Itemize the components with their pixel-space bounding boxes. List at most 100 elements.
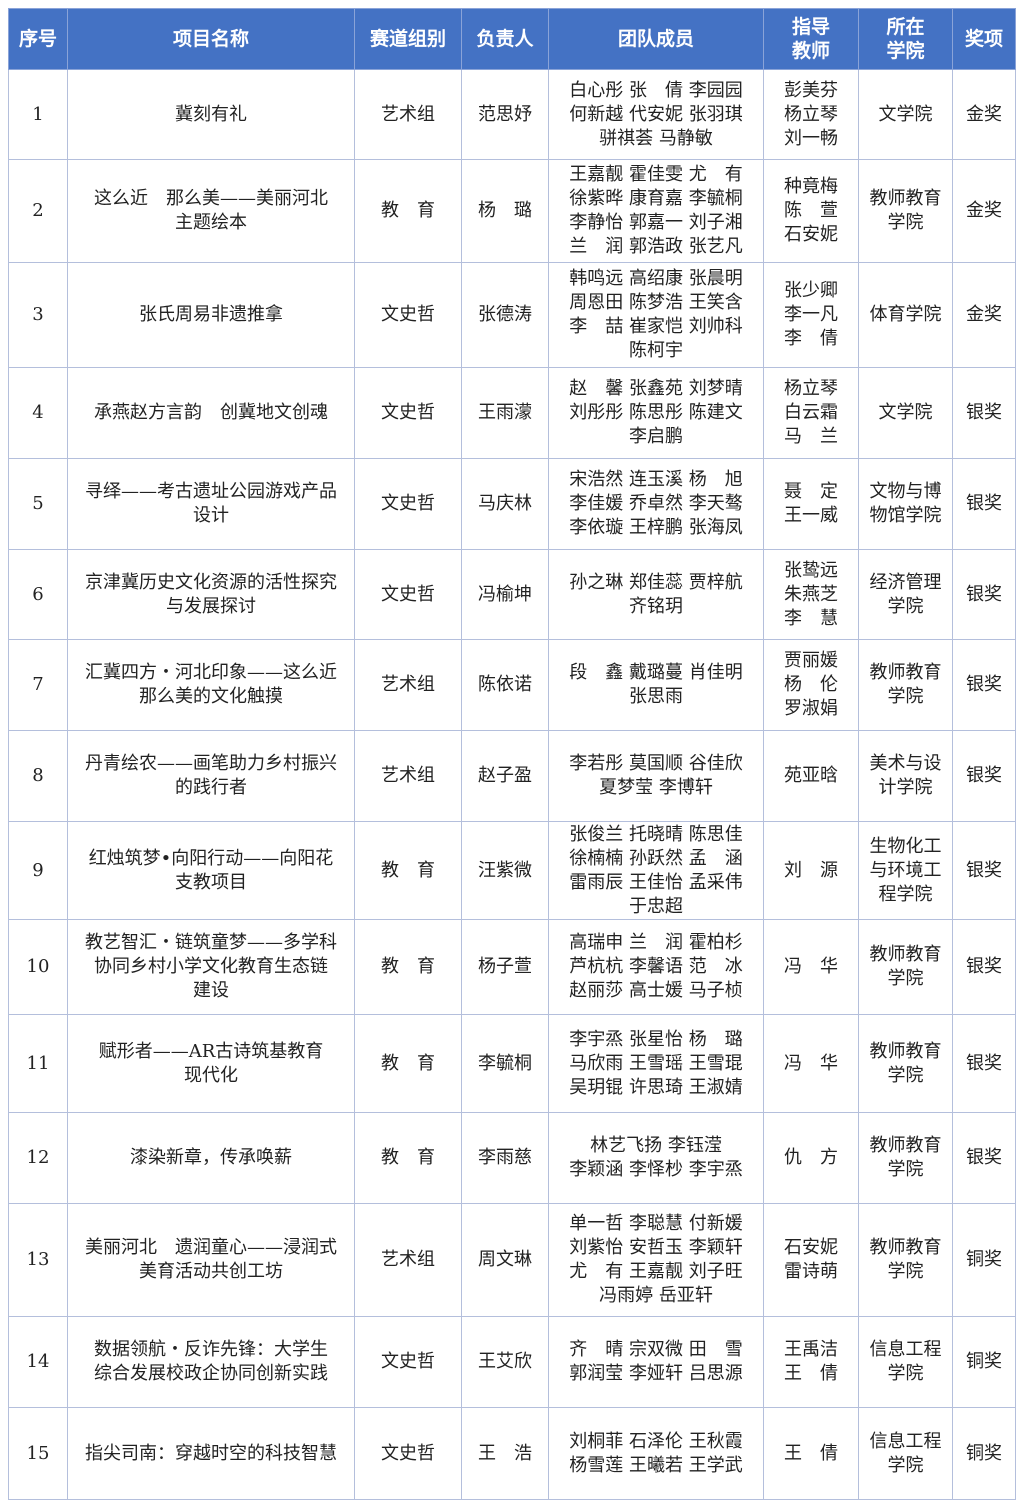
- member-line: 宋浩然 连玉溪 杨 旭: [569, 469, 743, 490]
- table-row: 5 寻绎——考古遗址公园游戏产品 设计 文史哲 马庆林 宋浩然 连玉溪 杨 旭李佳媛 乔…: [8, 458, 1016, 550]
- cell-advisors: 种竟梅 陈 萱 石安妮: [763, 159, 859, 263]
- cell-college: 教师教育 学院: [858, 1112, 953, 1204]
- cell-college: 教师教育 学院: [858, 919, 953, 1015]
- cell-award: 银奖: [952, 1112, 1016, 1204]
- member-line: 张思雨: [629, 686, 683, 707]
- cell-leader: 杨 璐: [461, 159, 549, 263]
- cell-leader: 张德涛: [461, 262, 549, 368]
- member-line: 何新越 代安妮 张羽琪: [569, 103, 743, 125]
- cell-college: 文物与博 物馆学院: [858, 458, 953, 550]
- cell-team-members: 李若彤 莫国顺 谷佳欣 夏梦莹 李博轩: [548, 730, 764, 822]
- cell-track: 艺术组: [354, 730, 462, 822]
- header-no: 序号: [8, 8, 68, 70]
- member-line: 单一哲 李聪慧 付新媛: [569, 1213, 743, 1234]
- cell-no: 9: [8, 821, 68, 920]
- cell-leader: 陈依诺: [461, 639, 549, 731]
- award-table: 序号 项目名称 赛道组别 负责人 团队成员 指导 教师 所在 学院 奖项 1 冀刻有礼 艺术组 范思…: [8, 8, 1016, 1500]
- cell-project-name: 冀刻有礼: [67, 69, 355, 160]
- cell-advisors: 聂 定 王一威: [763, 458, 859, 550]
- cell-award: 银奖: [952, 821, 1016, 920]
- cell-college: 文学院: [858, 367, 953, 459]
- cell-no: 3: [8, 262, 68, 368]
- cell-leader: 杨子萱: [461, 919, 549, 1015]
- member-line: 芦杭杭 李馨语 范 冰: [569, 956, 743, 977]
- member-line: 刘桐菲 石泽伦 王秋霞: [569, 1430, 743, 1452]
- member-line: 张俊兰 托晓晴 陈思佳: [569, 823, 743, 845]
- table-row: 6 京津冀历史文化资源的活性探究 与发展探讨 文史哲 冯榆坤 孙之琳 郑佳蕊 贾梓航 齐铭…: [8, 549, 1016, 640]
- cell-leader: 马庆林: [461, 458, 549, 550]
- cell-team-members: 白心彤 张 倩 李园园 何新越 代安妮 张羽琪 骈祺荟 马静敏: [548, 69, 764, 160]
- cell-leader: 赵子盈: [461, 730, 549, 822]
- cell-no: 13: [8, 1203, 68, 1317]
- table-row: 14 数据领航・反诈先锋：大学生 综合发展校政企协同创新实践 文史哲 王艾欣齐 晴 宗…: [8, 1316, 1016, 1408]
- cell-track: 教 育: [354, 919, 462, 1015]
- cell-college: 生物化工 与环境工 程学院: [858, 821, 953, 920]
- header-leader: 负责人: [461, 8, 549, 70]
- cell-college: 教师教育 学院: [858, 159, 953, 263]
- cell-project-name: 教艺智汇・链筑童梦——多学科 协同乡村小学文化教育生态链 建设: [67, 919, 355, 1015]
- member-line: 李静怡 郭嘉一 刘子湘: [569, 212, 743, 233]
- cell-track: 教 育: [354, 1014, 462, 1113]
- cell-track: 艺术组: [354, 69, 462, 160]
- header-project-name: 项目名称: [67, 8, 355, 70]
- cell-team-members: 李宇烝 张星怡 杨 璐马欣雨 王雪瑶 王雪琨 吴玥锟 许思琦 王淑婧: [548, 1014, 764, 1113]
- cell-no: 2: [8, 159, 68, 263]
- member-line: 吴玥锟 许思琦 王淑婧: [569, 1076, 743, 1098]
- cell-college: 教师教育 学院: [858, 639, 953, 731]
- cell-award: 银奖: [952, 919, 1016, 1015]
- cell-advisors: 贾丽媛 杨 伦 罗淑娟: [763, 639, 859, 731]
- table-row: 15 指尖司南：穿越时空的科技智慧 文史哲王 浩刘桐菲 石泽伦 王秋霞 杨雪莲 王曦若…: [8, 1407, 1016, 1500]
- cell-no: 1: [8, 69, 68, 160]
- cell-award: 铜奖: [952, 1203, 1016, 1317]
- cell-award: 银奖: [952, 1014, 1016, 1113]
- cell-team-members: 孙之琳 郑佳蕊 贾梓航 齐铭玥: [548, 549, 764, 640]
- member-line: 齐铭玥: [629, 595, 683, 617]
- member-line: 骈祺荟 马静敏: [599, 127, 713, 149]
- table-header: 序号 项目名称 赛道组别 负责人 团队成员 指导 教师 所在 学院 奖项: [8, 8, 1016, 70]
- cell-track: 文史哲: [354, 367, 462, 459]
- cell-team-members: 宋浩然 连玉溪 杨 旭李佳媛 乔卓然 李天骜 李依璇 王梓鹏 张海凤: [548, 458, 764, 550]
- cell-leader: 王艾欣: [461, 1316, 549, 1408]
- cell-college: 信息工程 学院: [858, 1407, 953, 1500]
- member-line: 李若彤 莫国顺 谷佳欣: [569, 753, 743, 774]
- cell-team-members: 林艺飞扬 李钰滢 李颖涵 李怿杪 李宇烝: [548, 1112, 764, 1204]
- cell-team-members: 韩鸣远 高绍康 张晨明 周恩田 陈梦浩 王笑含李 喆 崔家恺 刘帅科 陈柯宇: [548, 262, 764, 368]
- cell-project-name: 美丽河北 遗润童心——浸润式 美育活动共创工坊: [67, 1203, 355, 1317]
- header-award: 奖项: [952, 8, 1016, 70]
- member-line: 齐 晴 宗双微 田 雪: [569, 1339, 743, 1360]
- cell-award: 银奖: [952, 730, 1016, 822]
- cell-track: 文史哲: [354, 262, 462, 368]
- cell-no: 11: [8, 1014, 68, 1113]
- member-line: 赵 馨 张鑫苑 刘梦晴: [569, 378, 743, 399]
- member-line: 韩鸣远 高绍康 张晨明: [569, 268, 743, 289]
- cell-no: 4: [8, 367, 68, 459]
- cell-no: 14: [8, 1316, 68, 1408]
- cell-track: 教 育: [354, 821, 462, 920]
- member-line: 赵丽莎 高士媛 马子桢: [569, 980, 743, 1001]
- cell-leader: 周文琳: [461, 1203, 549, 1317]
- cell-team-members: 刘桐菲 石泽伦 王秋霞 杨雪莲 王曦若 王学武: [548, 1407, 764, 1500]
- cell-advisors: 张少卿 李一凡 李 倩: [763, 262, 859, 368]
- cell-no: 6: [8, 549, 68, 640]
- cell-team-members: 赵 馨 张鑫苑 刘梦晴 刘彤彤 陈思彤 陈建文 李启鹏: [548, 367, 764, 459]
- cell-advisors: 冯 华: [763, 1014, 859, 1113]
- member-line: 李依璇 王梓鹏 张海凤: [569, 517, 743, 538]
- cell-no: 15: [8, 1407, 68, 1500]
- cell-advisors: 冯 华: [763, 919, 859, 1015]
- member-line: 徐紫晔 康育嘉 李毓桐: [569, 188, 743, 209]
- member-line: 徐楠楠 孙跃然 孟 涵: [569, 847, 743, 869]
- member-line: 于忠超: [629, 895, 683, 917]
- cell-college: 教师教育 学院: [858, 1014, 953, 1113]
- cell-no: 8: [8, 730, 68, 822]
- cell-project-name: 寻绎——考古遗址公园游戏产品 设计: [67, 458, 355, 550]
- member-line: 孙之琳 郑佳蕊 贾梓航: [569, 571, 743, 593]
- header-advisors: 指导 教师: [763, 8, 859, 70]
- cell-no: 5: [8, 458, 68, 550]
- cell-leader: 冯榆坤: [461, 549, 549, 640]
- cell-leader: 范思妤: [461, 69, 549, 160]
- cell-leader: 王雨濛: [461, 367, 549, 459]
- member-line: 李 喆 崔家恺 刘帅科: [569, 316, 743, 337]
- cell-college: 体育学院: [858, 262, 953, 368]
- cell-advisors: 张鸷远 朱燕芝 李 慧: [763, 549, 859, 640]
- cell-award: 铜奖: [952, 1316, 1016, 1408]
